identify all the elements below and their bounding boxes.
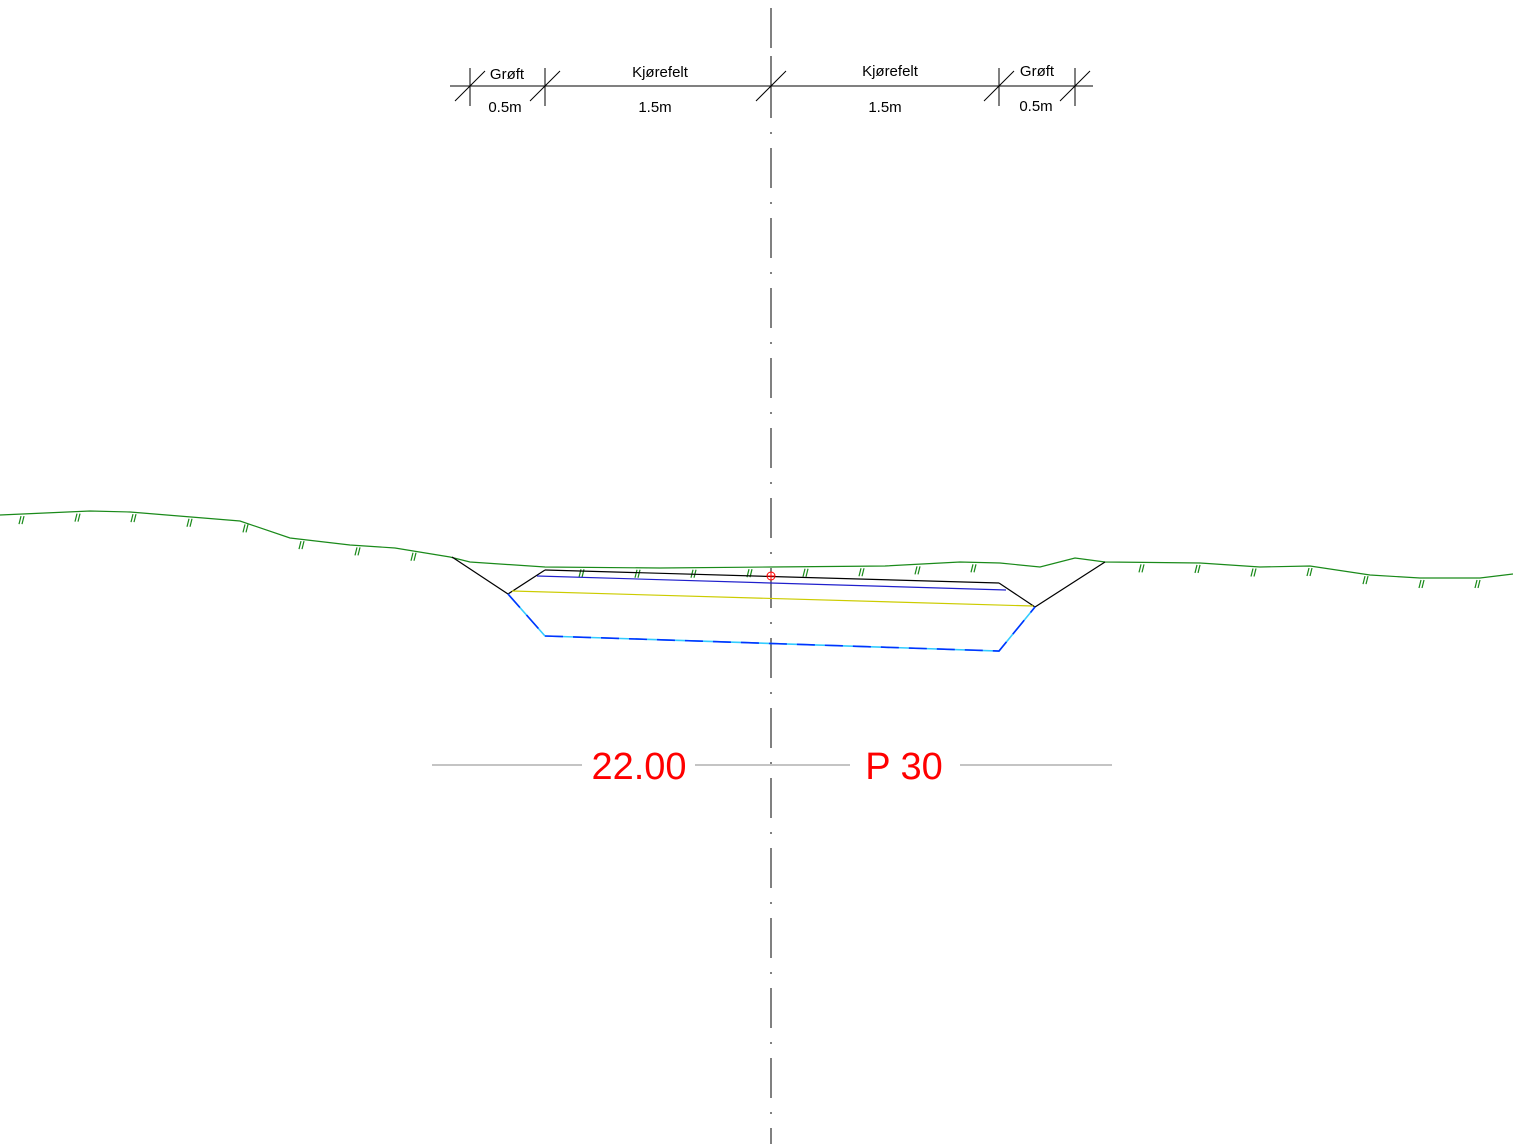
terrain-hatch-mark bbox=[1418, 579, 1422, 589]
terrain-hatch-mark bbox=[357, 547, 361, 556]
terrain-hatch-mark bbox=[18, 515, 22, 525]
terrain-hatch-mark bbox=[410, 552, 414, 561]
terrain-hatch-mark bbox=[21, 515, 25, 525]
station-label: 22.00 bbox=[591, 746, 686, 788]
terrain-hatch-mark bbox=[298, 541, 302, 550]
terrain-hatch-mark bbox=[1141, 564, 1145, 573]
terrain-hatch-mark bbox=[301, 541, 305, 550]
terrain-hatch-mark bbox=[802, 568, 806, 577]
terrain-hatch-mark bbox=[805, 568, 809, 577]
left-cut-slope bbox=[451, 556, 546, 595]
terrain-hatch-mark bbox=[77, 513, 81, 522]
terrain-hatching bbox=[18, 513, 1481, 589]
terrain-hatch-mark bbox=[1306, 567, 1310, 577]
right-lane-label: Kjørefelt bbox=[862, 63, 919, 80]
terrain-hatch-mark bbox=[413, 552, 417, 561]
terrain-hatch-mark bbox=[970, 564, 974, 573]
base-layer bbox=[536, 575, 1007, 591]
left-lane-width: 1.5m bbox=[638, 99, 671, 116]
right-lane-width: 1.5m bbox=[868, 99, 901, 116]
terrain-hatch-mark bbox=[1474, 579, 1478, 589]
terrain-hatch-mark bbox=[1421, 579, 1425, 589]
terrain-hatch-mark bbox=[637, 569, 641, 578]
terrain-hatch-mark bbox=[858, 568, 862, 577]
right-cut-slope bbox=[998, 561, 1106, 608]
terrain-hatch-mark bbox=[1138, 564, 1142, 573]
sub-layer bbox=[511, 590, 1034, 607]
terrain-hatch-mark bbox=[1194, 564, 1198, 574]
right-ditch-label: Grøft bbox=[1020, 63, 1055, 80]
right-ditch-width: 0.5m bbox=[1019, 98, 1052, 115]
terrain-hatch-mark bbox=[973, 564, 977, 573]
terrain-hatch-mark bbox=[1362, 575, 1366, 585]
left-ditch-label: Grøft bbox=[490, 66, 525, 83]
terrain-line bbox=[0, 510, 1513, 579]
terrain-hatch-mark bbox=[74, 513, 78, 522]
terrain-hatch-mark bbox=[354, 547, 358, 556]
terrain-hatch-mark bbox=[1365, 575, 1369, 585]
terrain-hatch-mark bbox=[1253, 568, 1257, 577]
terrain-hatch-mark bbox=[1250, 568, 1254, 577]
excavation-outline bbox=[507, 593, 1036, 652]
terrain-hatch-mark bbox=[133, 514, 137, 523]
terrain-hatch-mark bbox=[1477, 579, 1481, 589]
terrain-hatch-mark bbox=[861, 568, 865, 577]
center-point-marker bbox=[766, 571, 776, 581]
left-ditch-width: 0.5m bbox=[488, 99, 521, 116]
terrain-hatch-mark bbox=[634, 569, 638, 578]
terrain-hatch-mark bbox=[242, 524, 246, 533]
terrain-hatch-mark bbox=[917, 566, 921, 575]
profile-label: P 30 bbox=[865, 746, 942, 788]
terrain-hatch-mark bbox=[245, 524, 249, 533]
terrain-hatch-mark bbox=[186, 518, 190, 527]
terrain-hatch-mark bbox=[189, 518, 193, 527]
left-lane-label: Kjørefelt bbox=[632, 64, 689, 81]
terrain-hatch-mark bbox=[1197, 564, 1201, 574]
terrain-hatch-mark bbox=[1309, 567, 1313, 577]
dimension-line bbox=[450, 56, 1093, 106]
terrain-hatch-mark bbox=[914, 566, 918, 575]
terrain-hatch-mark bbox=[130, 514, 134, 523]
